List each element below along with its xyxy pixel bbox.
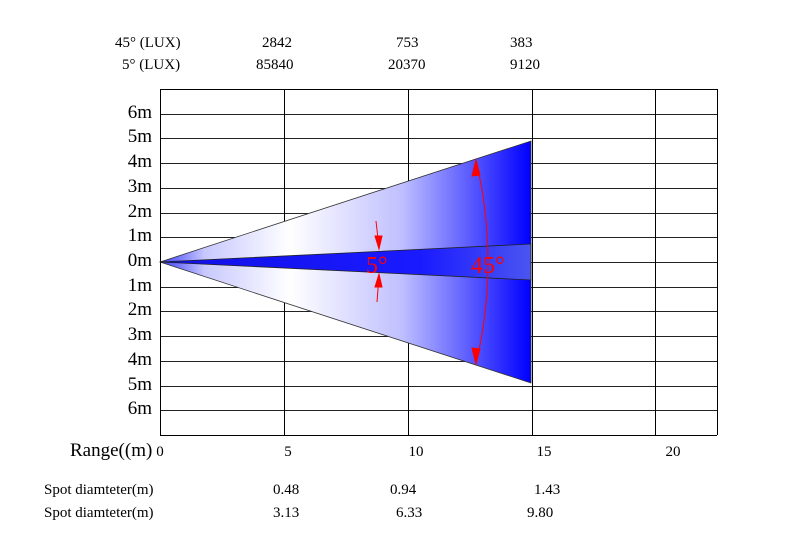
y-tick-label: 3m (127, 324, 152, 346)
spot-2-15m: 9.80 (527, 505, 554, 521)
beam-5-degree (159, 243, 532, 281)
x-tick-20: 20 (665, 444, 681, 460)
lux-5-10m: 20370 (388, 57, 426, 73)
arrowhead-up-icon (374, 272, 383, 288)
x-axis-title: Range((m) (70, 440, 153, 461)
label-45-degree: 45° (471, 253, 505, 279)
spot-2-5m: 3.13 (273, 505, 300, 521)
y-tick-label: 1m (127, 274, 152, 296)
y-tick-label: 5m (127, 373, 152, 395)
lux-5-5m: 85840 (256, 57, 294, 73)
x-tick-0: 0 (156, 444, 164, 460)
spot-2-10m: 6.33 (396, 505, 423, 521)
y-tick-label: 3m (127, 175, 152, 197)
spot-1-10m: 0.94 (390, 482, 417, 498)
arrowhead-up-icon (471, 158, 481, 177)
y-tick-label: 6m (127, 398, 152, 420)
spot-row-label-1: Spot diamteter(m) (44, 482, 154, 498)
y-tick-label: 2m (127, 200, 152, 222)
x-tick-15: 15 (536, 444, 552, 460)
arrowhead-down-icon (471, 347, 481, 366)
arrowhead-down-icon (374, 235, 383, 251)
lux-45-5m: 2842 (262, 35, 292, 51)
lux-45-15m: 383 (510, 35, 533, 51)
y-tick-label: 5m (127, 126, 152, 148)
label-5-degree: 5° (366, 253, 388, 279)
lux-row-label-45: 45° (LUX) (115, 35, 181, 51)
lux-5-15m: 9120 (510, 57, 540, 73)
y-tick-label: 1m (127, 225, 152, 247)
spot-1-15m: 1.43 (534, 482, 561, 498)
y-tick-label: 6m (127, 101, 152, 123)
spot-1-5m: 0.48 (273, 482, 300, 498)
lux-row-label-5: 5° (LUX) (122, 57, 181, 73)
x-tick-5: 5 (284, 444, 292, 460)
y-tick-label: 4m (127, 151, 152, 173)
y-tick-label: 4m (127, 348, 152, 370)
y-tick-label: 2m (127, 299, 152, 321)
angle-arc-45 (475, 159, 489, 365)
y-tick-label: 0m (127, 250, 152, 271)
x-tick-10: 10 (408, 444, 424, 460)
spot-row-label-2: Spot diamteter(m) (44, 505, 154, 521)
lux-45-10m: 753 (396, 35, 419, 51)
